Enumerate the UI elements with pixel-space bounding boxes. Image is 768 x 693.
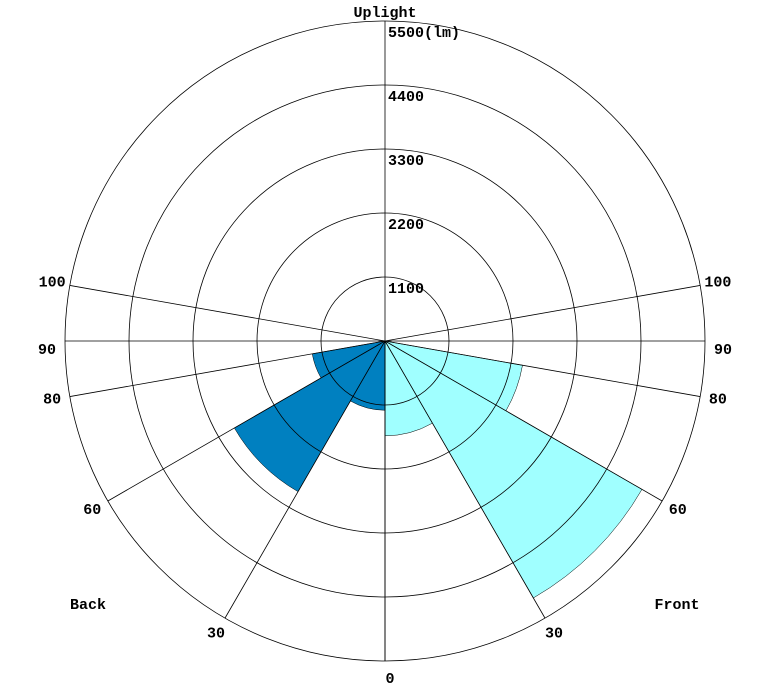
radial-line: [384, 340, 663, 502]
angle-label: 0: [385, 671, 394, 688]
radial-line: [384, 340, 701, 397]
radial-line: [224, 340, 386, 619]
zone-wedge: [384, 340, 643, 599]
angle-label: 100: [39, 274, 66, 291]
angle-label: 60: [669, 502, 687, 519]
zone-wedge: [234, 340, 386, 492]
radial-line: [69, 285, 386, 342]
side-label: Front: [654, 597, 699, 614]
angle-label: 90: [38, 342, 56, 359]
angle-label: 60: [83, 502, 101, 519]
angle-label: 100: [704, 274, 731, 291]
r-tick-label: 5500(lm): [388, 25, 460, 42]
r-tick-label: 3300: [388, 153, 424, 170]
radial-line: [107, 340, 386, 502]
angle-label: 80: [43, 392, 61, 409]
angle-label: 30: [207, 626, 225, 643]
chart-title: Uplight: [353, 5, 416, 22]
r-tick-label: 2200: [388, 217, 424, 234]
angle-label: 80: [709, 392, 727, 409]
radial-line: [384, 285, 701, 342]
r-tick-label: 4400: [388, 89, 424, 106]
angle-label: 90: [714, 342, 732, 359]
side-label: Back: [70, 597, 106, 614]
radial-line: [384, 340, 546, 619]
radial-line: [69, 340, 386, 397]
r-tick-label: 1100: [388, 281, 424, 298]
angle-label: 30: [545, 626, 563, 643]
